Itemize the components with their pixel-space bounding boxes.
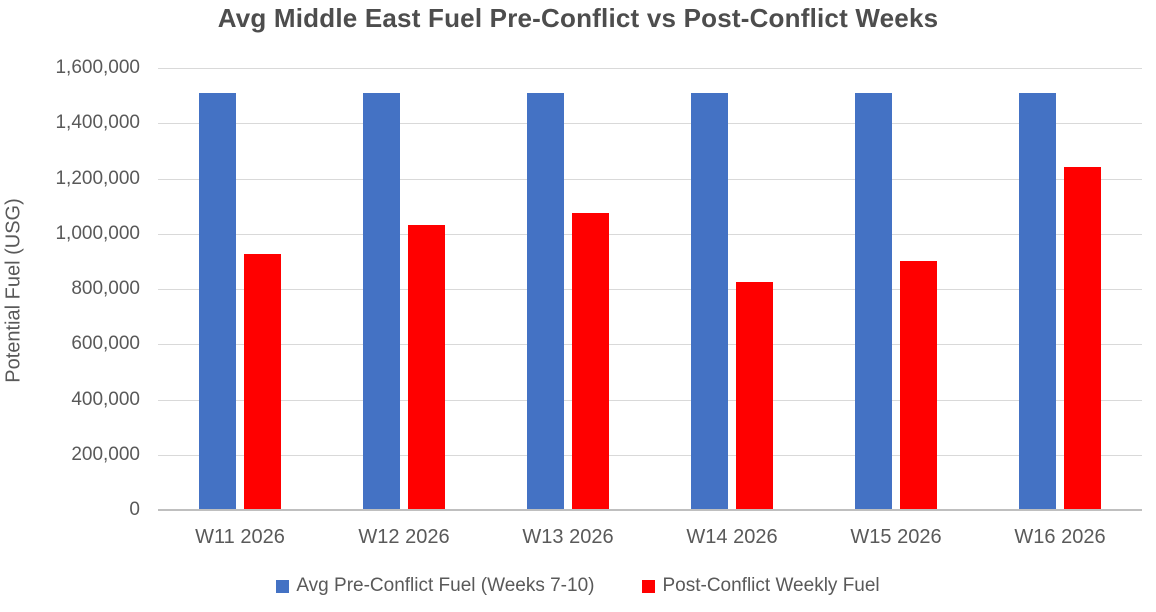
legend-label: Post-Conflict Weekly Fuel xyxy=(662,575,880,596)
x-axis-line xyxy=(158,509,1142,511)
x-axis-label: W11 2026 xyxy=(195,526,285,548)
y-tick-label: 200,000 xyxy=(71,443,140,465)
gridline xyxy=(158,289,1142,290)
x-axis-label: W13 2026 xyxy=(522,526,614,548)
y-tick-label: 1,200,000 xyxy=(55,167,140,189)
gridline xyxy=(158,233,1142,235)
x-axis-label: W12 2026 xyxy=(358,526,450,548)
pre-conflict-bar xyxy=(691,92,728,510)
post-conflict-bar xyxy=(408,225,445,510)
bar-group xyxy=(322,68,486,510)
post-conflict-bar xyxy=(900,261,937,510)
pre-conflict-bar xyxy=(1019,92,1056,510)
x-axis-label: W16 2026 xyxy=(1014,526,1106,548)
x-axis-label: W14 2026 xyxy=(686,526,778,548)
bar-group xyxy=(650,68,814,510)
legend: Avg Pre-Conflict Fuel (Weeks 7-10) Post-C… xyxy=(0,575,1156,597)
gridline xyxy=(158,399,1142,401)
bar-group xyxy=(486,68,650,510)
pre-conflict-bar xyxy=(527,92,564,510)
y-tick-label: 1,000,000 xyxy=(55,222,140,244)
x-axis-label: W15 2026 xyxy=(850,526,942,548)
x-axis-labels: W11 2026 W12 2026 W13 2026 W14 2026 W15 2026… xyxy=(158,526,1142,549)
legend-label: Avg Pre-Conflict Fuel (Weeks 7-10) xyxy=(296,575,595,596)
chart-title: Avg Middle East Fuel Pre-Conflict vs Pos… xyxy=(217,3,939,33)
y-tick-label: 400,000 xyxy=(71,388,140,410)
post-conflict-bar xyxy=(572,213,609,510)
y-tick-label: 600,000 xyxy=(71,333,140,355)
legend-swatch-icon xyxy=(642,579,656,593)
pre-conflict-bar xyxy=(363,92,400,510)
y-tick-label: 1,600,000 xyxy=(55,57,140,78)
bar-group xyxy=(814,68,978,510)
y-axis-ticks: 1,600,000 1,400,000 1,200,000 1,000,000 800,… xyxy=(0,57,140,520)
gridline xyxy=(158,123,1142,125)
legend-swatch-icon xyxy=(276,579,290,593)
gridline xyxy=(158,178,1142,180)
pre-conflict-bar xyxy=(855,92,892,510)
legend-entry-pre-conflict: Avg Pre-Conflict Fuel (Weeks 7-10) xyxy=(276,575,594,597)
bars-layer xyxy=(158,68,1142,510)
gridline xyxy=(158,454,1142,456)
bar-group xyxy=(978,68,1142,510)
plot-area xyxy=(158,68,1142,511)
gridline xyxy=(158,68,1142,69)
legend-entry-post-conflict: Post-Conflict Weekly Fuel xyxy=(642,575,880,597)
post-conflict-bar xyxy=(736,282,773,510)
y-tick-label: 0 xyxy=(129,499,140,520)
post-conflict-bar xyxy=(1064,167,1101,510)
bar-group xyxy=(158,68,322,510)
gridline xyxy=(158,344,1142,346)
y-tick-label: 800,000 xyxy=(71,278,140,299)
post-conflict-bar xyxy=(244,254,281,510)
pre-conflict-bar xyxy=(199,92,236,510)
y-tick-label: 1,400,000 xyxy=(55,112,140,134)
